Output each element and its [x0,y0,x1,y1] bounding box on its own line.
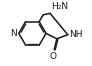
Text: O: O [50,52,57,61]
Text: H₂N: H₂N [51,2,68,11]
Text: N: N [10,29,17,38]
Text: NH: NH [69,30,83,39]
